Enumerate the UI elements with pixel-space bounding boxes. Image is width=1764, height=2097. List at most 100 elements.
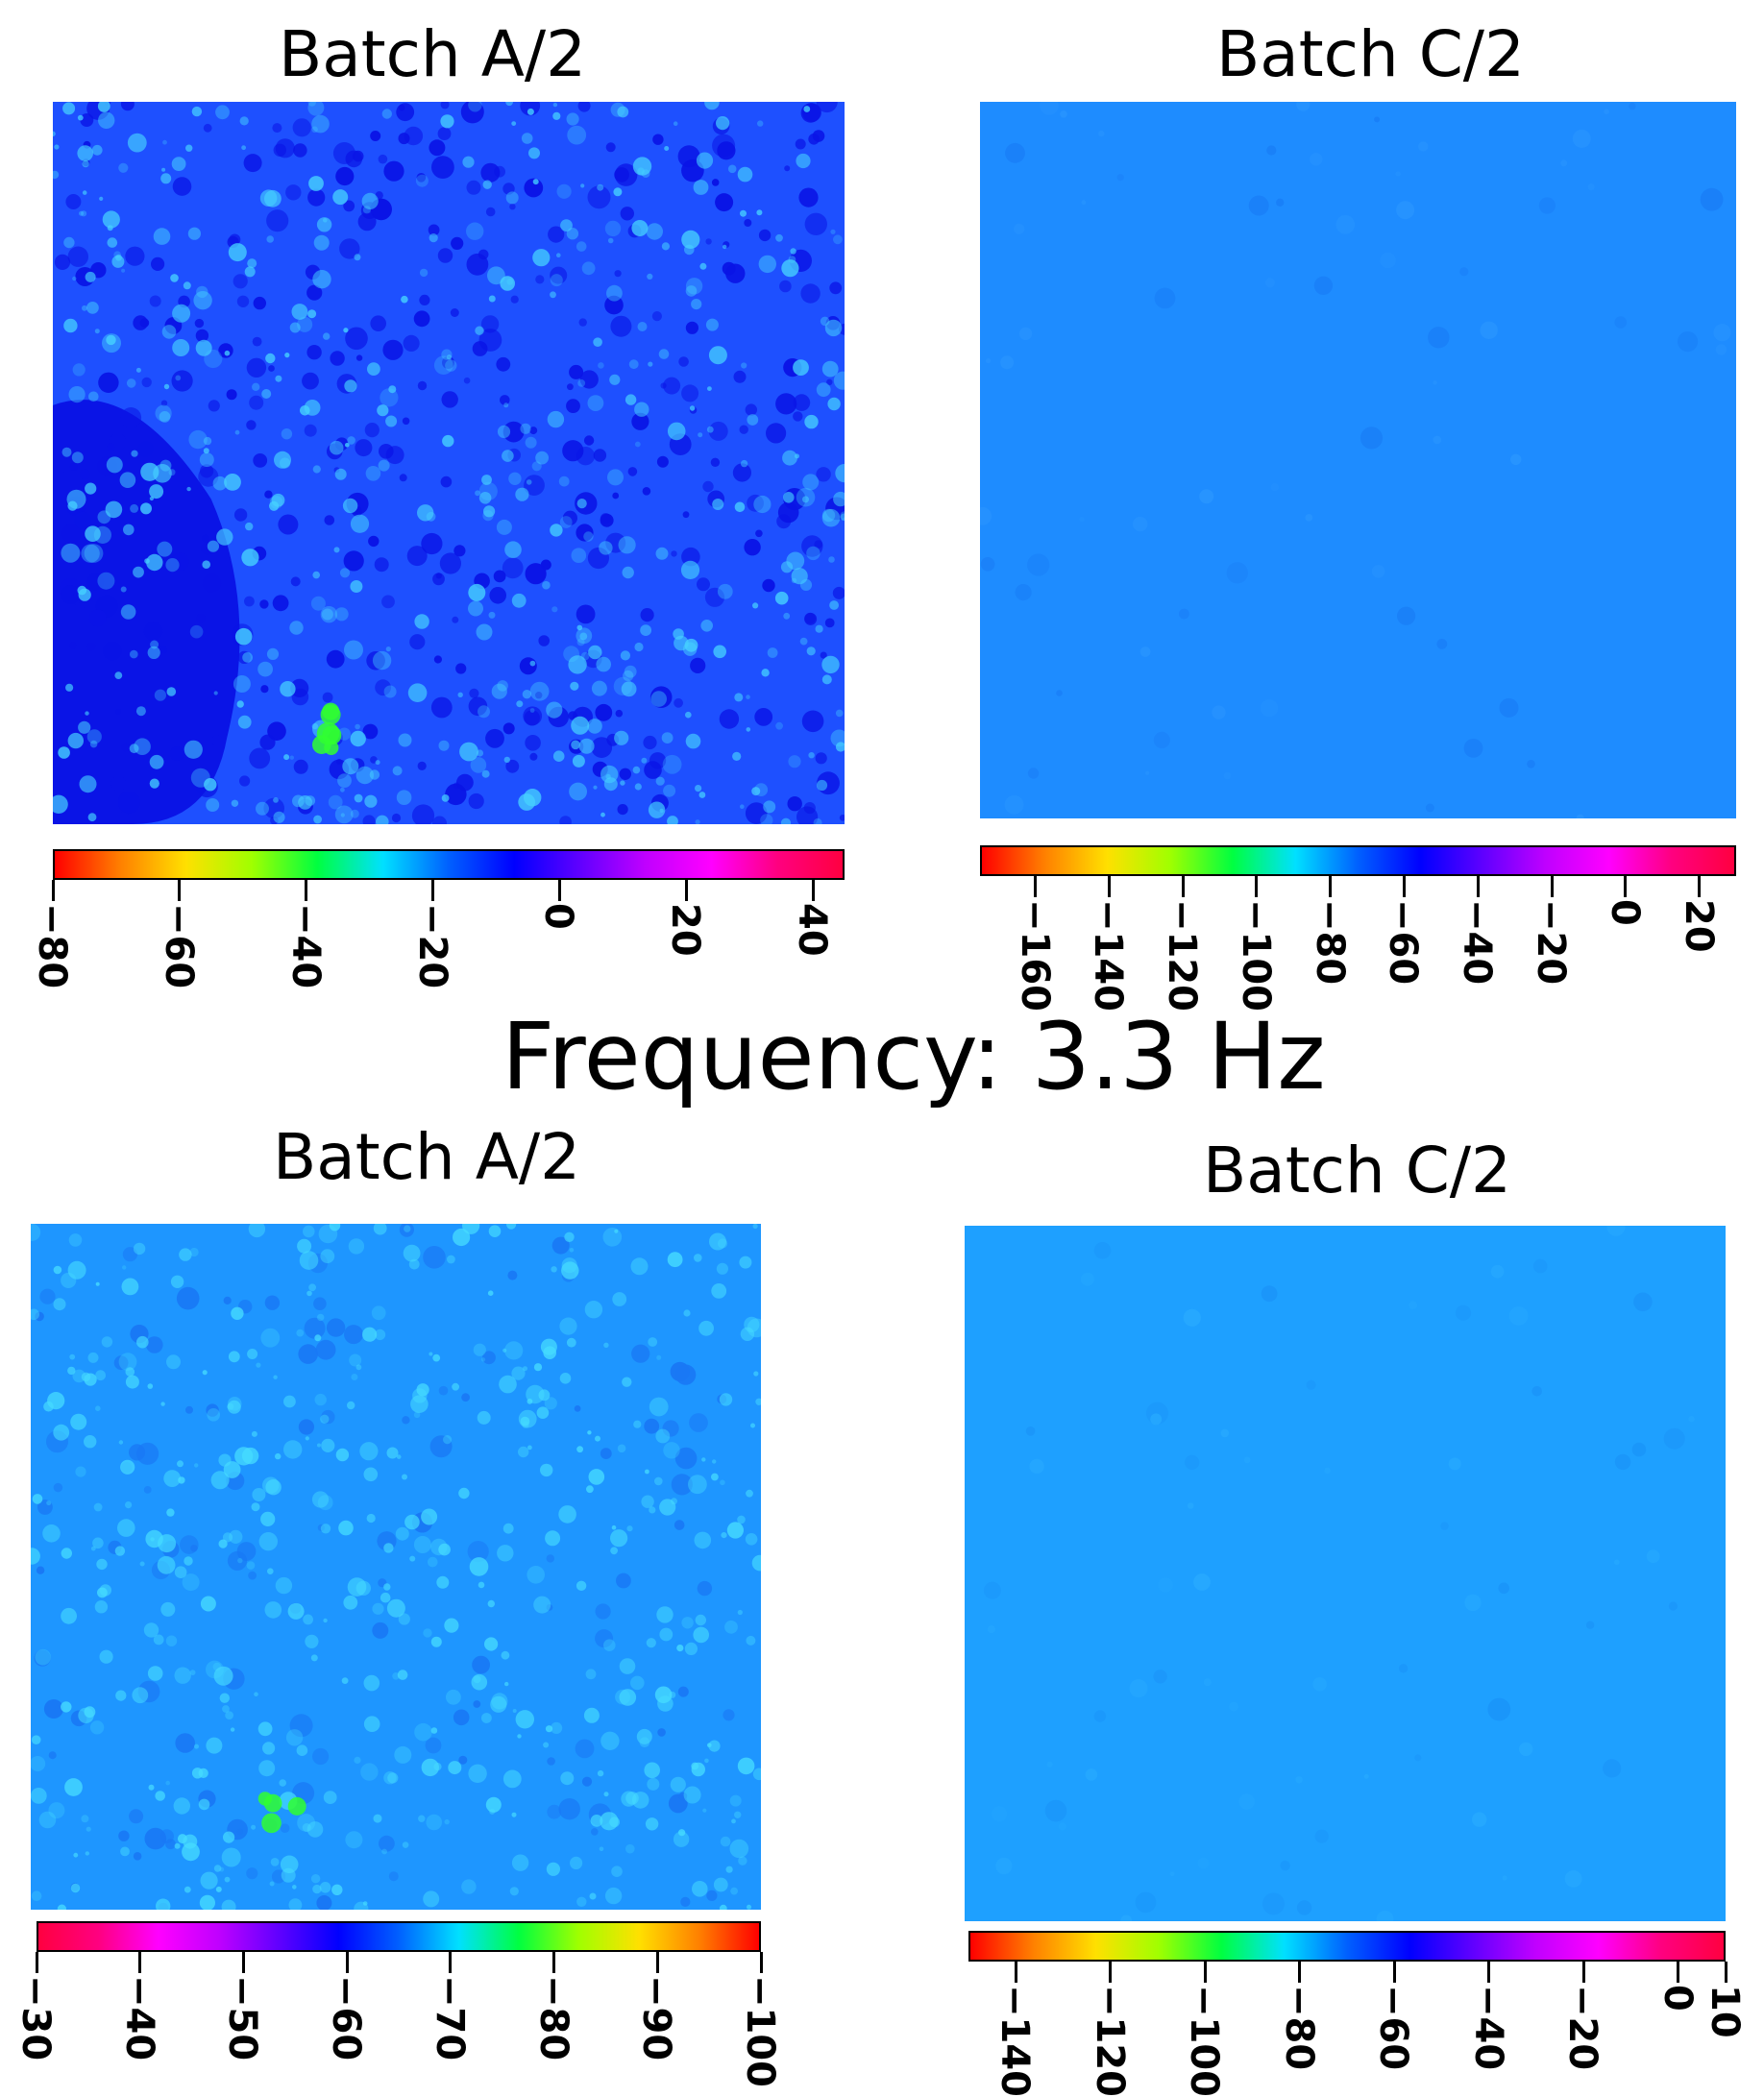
heatmap-cell: [522, 690, 532, 699]
heatmap-cell: [1414, 1754, 1422, 1762]
heatmap-cell: [1229, 1701, 1238, 1712]
heatmap-cell: [1425, 803, 1434, 813]
heatmap-cell: [685, 285, 698, 297]
heatmap-cell: [99, 1649, 113, 1664]
heatmap-cell: [398, 133, 410, 145]
heatmap-cell: [625, 1792, 639, 1805]
heatmap-cell: [311, 126, 318, 134]
colorbar-tick: [345, 1952, 349, 1973]
heatmap-cell: [732, 751, 742, 762]
heatmap-cell: [1027, 553, 1050, 576]
heatmap-cell: [595, 1435, 600, 1442]
heatmap-cell: [151, 256, 165, 271]
heatmap-cell: [1261, 1285, 1278, 1303]
heatmap-cell: [129, 1444, 146, 1461]
heatmap-cell: [577, 379, 586, 387]
heatmap-cell: [821, 508, 836, 523]
heatmap-cell: [289, 322, 301, 333]
heatmap-cell: [213, 1666, 233, 1686]
heatmap-cell: [746, 1489, 753, 1498]
heatmap-cell: [213, 1865, 222, 1872]
heatmap-cell: [158, 1534, 177, 1553]
heatmap-cell: [1631, 1442, 1647, 1457]
colorbar-tick-label: −80: [530, 1975, 576, 2061]
colorbar-tick-label: −80: [30, 903, 74, 989]
heatmap-cell: [776, 514, 792, 529]
heatmap-cell: [473, 1700, 481, 1708]
heatmap-cell: [200, 1871, 218, 1890]
heatmap-cell: [550, 524, 563, 537]
heatmap-cell: [466, 222, 484, 240]
heatmap-cell: [579, 370, 599, 389]
heatmap-cell: [1270, 483, 1279, 492]
heatmap-cell: [121, 268, 126, 273]
heatmap-cell: [126, 378, 136, 388]
colorbar-tick-label: −60: [324, 1975, 369, 2061]
heatmap-cell: [307, 102, 316, 107]
heatmap-cell: [340, 813, 345, 817]
heatmap-cell: [372, 1622, 389, 1639]
heatmap-cell: [86, 573, 105, 591]
heatmap-cell: [659, 1627, 674, 1642]
heatmap-cell: [648, 361, 653, 367]
heatmap-cell: [538, 635, 550, 646]
heatmap-cell: [576, 638, 585, 646]
heatmap-cell: [617, 106, 629, 118]
heatmap-cell: [372, 650, 392, 671]
heatmap-cell: [311, 1491, 330, 1508]
heatmap-cell: [184, 1556, 193, 1566]
heatmap-cell: [306, 345, 322, 360]
heatmap-cell: [334, 805, 354, 824]
colorbar-tick-label: 20: [1676, 899, 1721, 953]
heatmap-cell: [611, 1524, 617, 1530]
heatmap-cell: [593, 449, 607, 462]
heatmap-cell: [440, 114, 454, 129]
heatmap-cell: [147, 1666, 163, 1681]
heatmap-cell: [1380, 252, 1396, 269]
heatmap-cell: [478, 481, 498, 500]
heatmap-cell: [1183, 1308, 1201, 1327]
heatmap-cell: [795, 453, 799, 459]
heatmap-cell: [634, 441, 641, 448]
heatmap-hotspot: [261, 1813, 282, 1834]
heatmap-cell: [58, 746, 70, 759]
heatmap-cell: [781, 259, 799, 278]
heatmap-cell: [610, 102, 625, 117]
heatmap-cell: [133, 1852, 142, 1861]
heatmap-cell: [593, 337, 602, 347]
heatmap-cell: [624, 665, 637, 678]
heatmap-cell: [628, 359, 639, 370]
heatmap-cell: [569, 364, 584, 379]
heatmap-cell: [552, 111, 561, 120]
heatmap-cell: [460, 102, 484, 124]
heatmap-cell: [775, 393, 797, 415]
heatmap-cell: [122, 1265, 127, 1270]
heatmap-cell: [84, 544, 104, 563]
heatmap-cell: [816, 382, 831, 398]
heatmap-cell: [285, 184, 302, 201]
heatmap-cell: [280, 1823, 290, 1833]
heatmap-cell: [349, 1353, 362, 1367]
heatmap-cell: [35, 1311, 44, 1322]
heatmap-cell: [1614, 1453, 1631, 1471]
heatmap-cell: [674, 697, 683, 708]
heatmap-cell: [386, 1598, 405, 1618]
heatmap-cell: [155, 1791, 165, 1801]
heatmap-cell: [221, 1847, 241, 1867]
heatmap-cell: [1203, 1678, 1212, 1687]
colorbar-tick: [305, 880, 308, 901]
heatmap-cell: [396, 790, 412, 805]
heatmap-cell: [102, 210, 120, 229]
panel-title: Batch A/2: [273, 1120, 581, 1194]
heatmap-cell: [280, 457, 291, 469]
heatmap-cell: [611, 1865, 623, 1877]
heatmap-cell: [339, 238, 360, 259]
heatmap-cell: [1531, 1386, 1542, 1397]
heatmap-cell: [609, 1817, 620, 1828]
heatmap-cell: [526, 479, 532, 485]
heatmap-cell: [655, 776, 665, 786]
heatmap-cell: [1606, 1226, 1626, 1236]
heatmap-cell: [415, 174, 429, 187]
heatmap-cell: [230, 1727, 235, 1732]
heatmap-cell: [567, 125, 587, 145]
